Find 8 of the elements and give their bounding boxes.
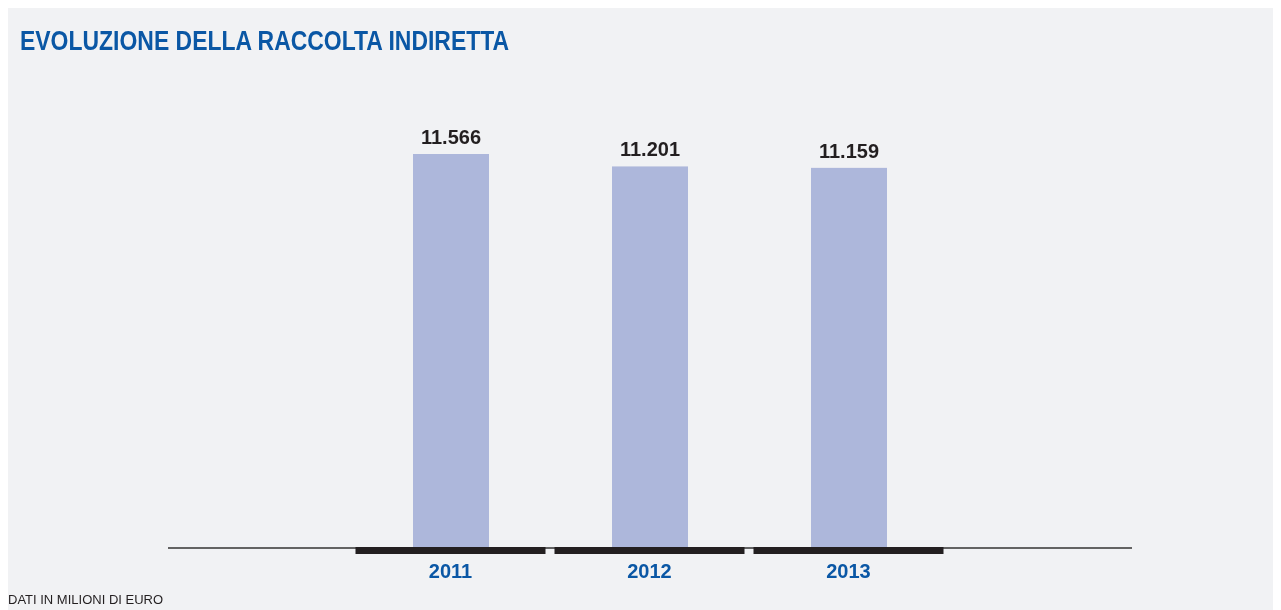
- x-tick-label: 2011: [428, 560, 473, 582]
- chart-title: EVOLUZIONE DELLA RACCOLTA INDIRETTA: [20, 26, 510, 57]
- data-label: 11.566: [420, 126, 482, 148]
- data-label: 11.159: [818, 139, 880, 162]
- data-label: 11.201: [619, 138, 681, 161]
- x-tick-label: 2012: [627, 560, 672, 582]
- x-tick-label: 2013: [826, 560, 871, 582]
- text: DATI IN MILIONI DI EURO: [8, 592, 164, 607]
